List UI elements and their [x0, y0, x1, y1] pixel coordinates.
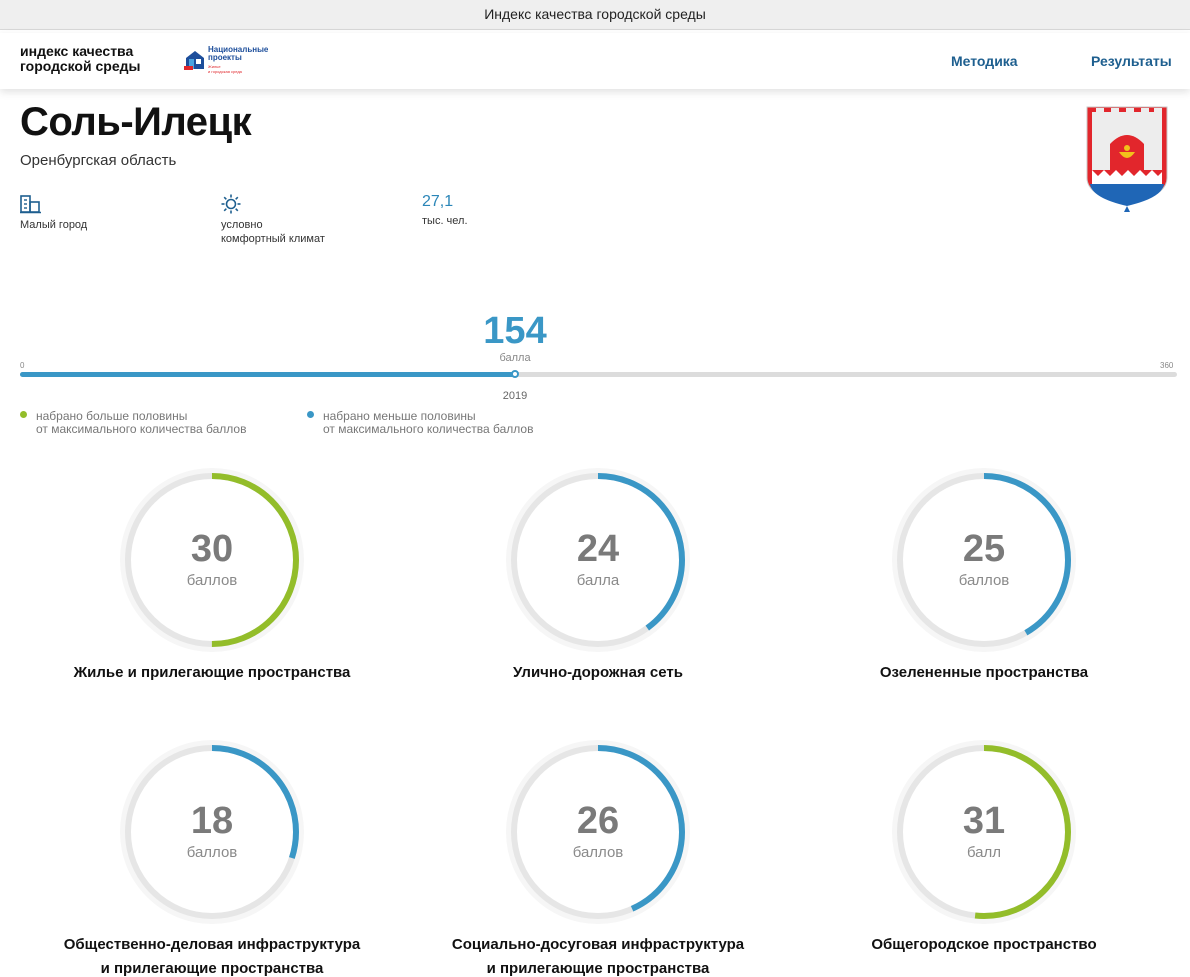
ring-progress-arc — [897, 745, 1071, 919]
population-value: 27,1 — [422, 193, 454, 210]
category-ring — [892, 468, 1076, 652]
ring-face — [126, 474, 298, 646]
stat-city-size-label: Малый город — [20, 219, 88, 231]
category-card[interactable]: 24 балла Улично-дорожная сеть — [448, 466, 748, 686]
city-name: Соль-Илецк — [20, 100, 252, 144]
stat-climate-line2: комфортный климат — [221, 233, 325, 245]
category-label[interactable]: Улично-дорожная сеть — [513, 664, 683, 681]
scale-max: 360 — [1160, 361, 1174, 370]
category-card[interactable]: 18 баллов Общественно-деловая инфраструк… — [62, 738, 362, 977]
ring-face — [512, 474, 684, 646]
logo-line-1: индекс качества — [20, 43, 134, 59]
category-value: 25 — [962, 528, 1006, 570]
np-subtitle: Жилье и городская среда — [208, 64, 242, 74]
ring-progress-arc — [511, 473, 685, 647]
window-title-bar: Индекс качества городской среды — [0, 0, 1190, 30]
category-label[interactable]: Жилье и прилегающие пространства — [73, 664, 351, 681]
building-icon — [20, 195, 41, 214]
ring-face — [512, 746, 684, 918]
total-score: 154 — [483, 310, 547, 352]
total-score-unit: балла — [499, 352, 531, 364]
logo-line-2: городской среды — [20, 58, 141, 74]
scale-min: 0 — [20, 361, 25, 370]
coat-of-arms-icon — [1086, 106, 1168, 212]
sun-icon — [221, 194, 241, 214]
stat-population: 27,1 тыс. чел. — [422, 194, 468, 228]
site-header: индекс качества городской среды Национал… — [0, 33, 1190, 89]
legend-dot-blue — [307, 411, 314, 418]
category-ring — [892, 740, 1076, 924]
category-ring — [120, 740, 304, 924]
category-unit: баллов — [958, 572, 1010, 589]
category-card[interactable]: 30 баллов Жилье и прилегающие пространст… — [62, 466, 362, 686]
ring-progress-arc — [897, 473, 1071, 647]
category-value: 24 — [576, 528, 620, 570]
category-ring — [120, 468, 304, 652]
category-unit: баллов — [186, 572, 238, 589]
ring-progress-arc — [125, 473, 299, 647]
category-unit: балла — [576, 572, 620, 589]
region-name: Оренбургская область — [20, 152, 177, 169]
category-unit: баллов — [186, 844, 238, 861]
category-ring — [506, 468, 690, 652]
category-card[interactable]: 26 баллов Социально-досуговая инфраструк… — [448, 738, 748, 977]
house-icon — [184, 51, 204, 70]
category-card[interactable]: 31 балл Общегородское пространство — [834, 738, 1134, 958]
ring-progress-arc — [511, 745, 685, 919]
nav-methodology[interactable]: Методика — [951, 53, 1018, 69]
window-title: Индекс качества городской среды — [484, 6, 706, 22]
category-ring — [506, 740, 690, 924]
site-logo[interactable]: индекс качества городской среды — [20, 44, 140, 74]
category-label[interactable]: Общественно-деловая инфраструктура и прил… — [63, 936, 361, 977]
stat-climate-line1: условно — [221, 219, 263, 231]
score-track — [20, 370, 1177, 378]
stat-climate: условно комфортный климат — [221, 194, 325, 246]
legend-dot-green — [20, 411, 27, 418]
category-value: 31 — [962, 800, 1006, 842]
ring-face — [898, 746, 1070, 918]
category-label[interactable]: Социально-досуговая инфраструктура и прил… — [451, 936, 745, 977]
category-unit: балл — [966, 844, 1002, 861]
ring-progress-arc — [125, 745, 299, 919]
category-value: 18 — [190, 800, 234, 842]
nav-results[interactable]: Результаты — [1091, 53, 1172, 69]
category-label[interactable]: Озелененные пространства — [879, 664, 1089, 681]
category-label[interactable]: Общегородское пространство — [871, 936, 1097, 953]
stat-city-size: Малый город — [20, 194, 87, 232]
category-card[interactable]: 25 баллов Озелененные пространства — [834, 466, 1134, 686]
category-value: 26 — [576, 800, 620, 842]
ring-face — [898, 474, 1070, 646]
score-fill — [20, 372, 515, 377]
category-unit: баллов — [572, 844, 624, 861]
population-unit: тыс. чел. — [422, 215, 468, 227]
ring-face — [126, 746, 298, 918]
score-marker[interactable] — [510, 370, 519, 378]
np-title: Национальные проекты — [208, 45, 269, 62]
score-year[interactable]: 2019 — [502, 390, 528, 402]
national-projects-logo[interactable]: Национальные проекты Жилье и городская с… — [184, 45, 284, 75]
category-value: 30 — [190, 528, 234, 570]
